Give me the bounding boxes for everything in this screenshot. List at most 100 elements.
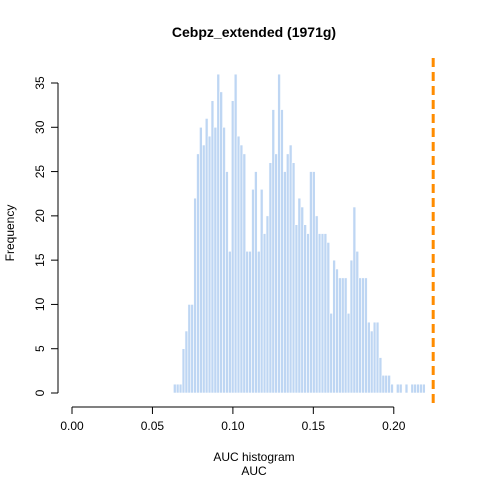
histogram-bar xyxy=(300,206,304,394)
histogram-bars xyxy=(173,73,426,394)
histogram-bar xyxy=(320,233,325,394)
histogram-bar xyxy=(245,250,249,394)
histogram-bar xyxy=(419,383,423,394)
histogram-bar xyxy=(352,206,357,394)
histogram-bar xyxy=(312,171,316,394)
x-axis-sublabel: AUC xyxy=(241,464,267,478)
histogram-bar xyxy=(242,153,247,394)
y-tick-label: 20 xyxy=(33,209,47,223)
histogram-bar xyxy=(378,357,383,394)
histogram-bar xyxy=(274,153,278,394)
histogram-bar xyxy=(248,250,252,394)
histogram-bar xyxy=(413,383,417,394)
histogram-bar xyxy=(303,224,307,394)
histogram-bar xyxy=(190,304,194,394)
y-tick-label: 5 xyxy=(33,345,47,352)
histogram-bar xyxy=(404,383,409,394)
histogram-bar xyxy=(297,197,302,394)
histogram-bar xyxy=(233,73,238,394)
histogram-bar xyxy=(178,383,183,394)
histogram-bar xyxy=(323,233,328,394)
histogram-bar xyxy=(251,188,255,394)
histogram-bar xyxy=(259,188,264,394)
histogram-bar xyxy=(216,73,221,394)
histogram-bar xyxy=(306,233,310,394)
histogram-bar xyxy=(271,109,276,394)
histogram-bar xyxy=(329,312,333,394)
histogram-bar xyxy=(387,374,391,394)
histogram-bar xyxy=(294,224,299,394)
x-tick-label: 0.00 xyxy=(60,419,84,433)
histogram-bar xyxy=(265,215,270,394)
x-tick-label: 0.10 xyxy=(221,419,245,433)
y-tick-label: 25 xyxy=(33,165,47,179)
x-axis-label: AUC histogram xyxy=(213,450,294,464)
histogram-bar xyxy=(225,171,229,394)
histogram-bar xyxy=(285,153,290,394)
histogram-bar xyxy=(410,383,415,394)
y-axis: 0 5 10 15 20 25 30 35 xyxy=(33,76,59,396)
histogram-bar xyxy=(187,304,192,394)
histogram-bar xyxy=(268,162,273,394)
y-tick-label: 10 xyxy=(33,297,47,311)
chart-title: Cebpz_extended (1971g) xyxy=(172,24,336,40)
histogram-bar xyxy=(262,233,267,394)
histogram-bar xyxy=(381,374,386,394)
histogram-bar xyxy=(341,277,345,394)
histogram-bar xyxy=(199,126,203,394)
histogram-bar xyxy=(390,383,394,394)
histogram-bar xyxy=(222,126,226,394)
histogram-bar xyxy=(332,259,336,394)
y-tick-label: 35 xyxy=(33,76,47,90)
histogram-bar xyxy=(228,250,232,394)
histogram-bar xyxy=(173,383,177,394)
histogram-bar xyxy=(236,135,241,394)
histogram-bar xyxy=(358,277,362,394)
histogram-bar xyxy=(280,109,284,394)
histogram-bar xyxy=(367,321,371,394)
histogram-bar xyxy=(422,383,426,394)
histogram-bar xyxy=(398,383,403,394)
y-tick-label: 0 xyxy=(33,389,47,396)
histogram-bar xyxy=(361,277,365,394)
x-tick-label: 0.20 xyxy=(382,419,406,433)
histogram-bar xyxy=(309,171,313,394)
histogram-bar xyxy=(372,321,377,394)
histogram-bar xyxy=(384,374,388,394)
histogram-bar xyxy=(335,268,339,394)
histogram-bar xyxy=(355,250,360,394)
histogram-bar xyxy=(219,91,223,394)
histogram-bar xyxy=(254,171,258,394)
histogram-bar xyxy=(314,215,319,394)
y-tick-label: 15 xyxy=(33,253,47,267)
histogram-bar xyxy=(364,277,368,394)
histogram-bar xyxy=(375,321,380,394)
histogram-bar xyxy=(230,100,235,394)
histogram-bar xyxy=(416,383,420,394)
histogram-bar xyxy=(210,100,215,394)
histogram-bar xyxy=(204,118,209,394)
histogram-bar xyxy=(346,312,351,394)
histogram-bar xyxy=(175,383,180,394)
histogram-bar xyxy=(213,126,218,394)
histogram-bar xyxy=(288,144,293,394)
histogram-bar xyxy=(181,348,186,394)
histogram-bar xyxy=(277,73,281,394)
histogram-bar xyxy=(283,171,287,394)
histogram-bar xyxy=(396,383,400,394)
y-tick-label: 30 xyxy=(33,120,47,134)
histogram-bar xyxy=(349,259,354,394)
histogram-bar xyxy=(202,144,206,394)
histogram-bar xyxy=(196,153,200,394)
histogram-bar xyxy=(343,277,348,394)
x-tick-label: 0.15 xyxy=(302,419,326,433)
histogram-bar xyxy=(369,330,374,394)
histogram-bar xyxy=(207,135,212,394)
histogram-bar xyxy=(326,242,331,394)
histogram-bar xyxy=(193,197,197,394)
histogram-bar xyxy=(291,162,296,394)
histogram-bar xyxy=(338,277,342,394)
histogram-bar xyxy=(184,330,189,394)
histogram-bar xyxy=(239,144,244,394)
